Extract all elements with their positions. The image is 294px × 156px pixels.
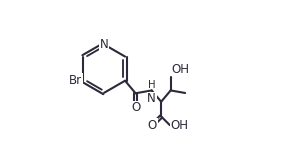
- Text: N: N: [147, 92, 156, 105]
- Text: Br: Br: [69, 74, 82, 87]
- Text: N: N: [100, 38, 108, 51]
- Text: O: O: [131, 102, 140, 115]
- Text: H: H: [148, 80, 156, 90]
- Text: O: O: [148, 119, 157, 132]
- Text: OH: OH: [171, 119, 189, 132]
- Text: OH: OH: [171, 63, 189, 76]
